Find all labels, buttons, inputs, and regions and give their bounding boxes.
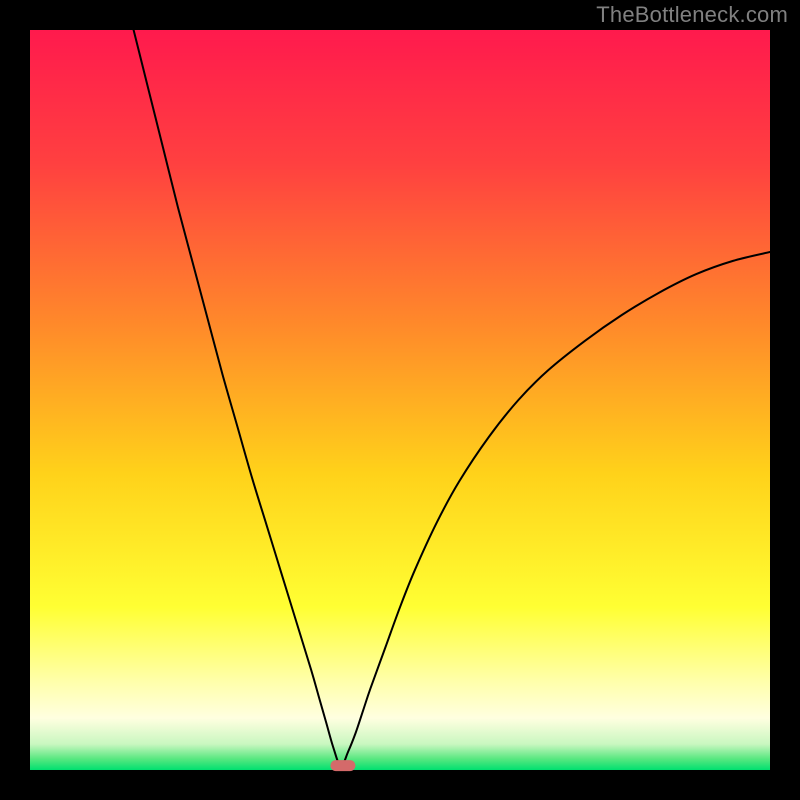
watermark-text: TheBottleneck.com [596,2,788,28]
chart-frame: TheBottleneck.com [0,0,800,800]
plot-area [30,30,770,770]
minimum-marker [330,760,355,772]
bottleneck-curve [30,30,770,770]
